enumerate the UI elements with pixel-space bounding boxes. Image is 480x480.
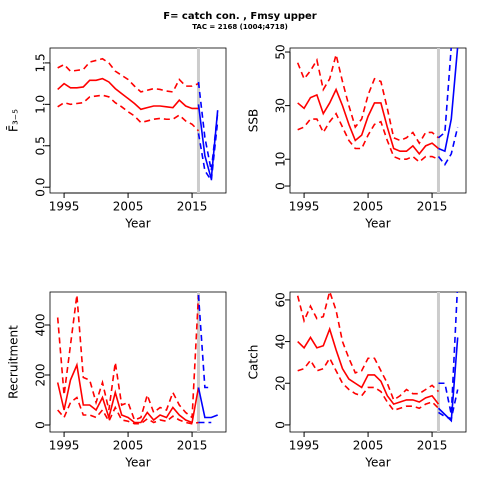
x-axis-label: Year [364,217,390,231]
y-tick-label: 40 [274,334,288,349]
series-line [296,292,440,402]
x-tick-label: 2015 [417,200,448,214]
y-tick-label: 200 [34,364,48,387]
y-tick-label: 0 [274,421,288,429]
x-axis-label: Year [124,217,150,231]
plot-box [49,291,227,433]
series-line [197,294,212,389]
series-line [197,387,218,419]
y-tick-label: 0 [274,182,288,190]
plot-box [289,291,467,433]
series-line [56,362,200,424]
plot-area [296,292,459,432]
y-tick-label: 20 [274,376,288,391]
series-line [437,126,459,166]
y-axis-label: Recruitment [7,325,21,399]
series-line [437,48,452,139]
figure-title: F= catch con. , Fmsy upper [163,11,317,22]
series-line [57,94,200,132]
series-line [57,57,199,93]
x-tick-label: 2005 [353,439,384,453]
x-tick-label: 1995 [289,439,320,453]
y-tick-label: 30 [274,98,288,113]
y-tick-label: 0.5 [34,136,48,155]
x-axis-label: Year [124,456,150,470]
y-axis-label: SSB [247,109,261,132]
plot-area [56,292,218,432]
x-tick-label: 2015 [177,200,208,214]
x-tick-label: 2015 [417,439,448,453]
series-line [197,81,219,171]
x-tick-label: 2015 [177,439,208,453]
series-line [297,356,440,412]
series-line [56,294,200,422]
series-line [296,54,439,145]
y-tick-label: 0 [34,421,48,429]
series-line [438,292,459,415]
series-line [57,77,199,111]
series-line [438,389,459,420]
series-line [57,396,199,425]
x-tick-label: 1995 [289,200,320,214]
y-tick-label: 10 [274,152,288,167]
figure-subtitle: TAC = 2168 (1004;4718) [192,23,288,31]
series-line [197,104,219,180]
panel: 0 200 400 1995 2005 2015 Year Recruitment [7,291,227,470]
x-tick-label: 2005 [113,439,144,453]
y-tick-label: 50 [274,44,288,59]
y-tick-label: 1.0 [34,95,48,114]
plot-box [49,47,227,194]
y-tick-label: 400 [34,314,48,337]
plot-area [57,48,219,193]
y-tick-label: 0.0 [34,178,48,197]
panel: 0.0 0.5 1.0 1.5 1995 2005 2015 Year F̄₃₋₅ [6,47,227,231]
x-tick-label: 2005 [113,200,144,214]
series-line [297,326,440,406]
y-tick-label: 60 [274,292,288,307]
x-tick-label: 2005 [353,200,384,214]
y-tick-label: 1.5 [34,53,48,72]
y-axis-label: F̄₃₋₅ [6,109,20,132]
series-line [197,120,219,183]
plot-box [289,47,467,194]
series-line [297,112,439,163]
series-line [438,48,459,153]
x-tick-label: 1995 [49,439,80,453]
panel: 0 20 40 60 1995 2005 2015 Year Catch [247,291,467,470]
y-axis-label: Catch [247,345,261,380]
x-tick-label: 1995 [49,200,80,214]
x-axis-label: Year [364,456,390,470]
panel: 0 10 30 50 1995 2005 2015 Year SSB [247,44,467,231]
plot-area [296,48,459,193]
series-line [297,87,439,156]
